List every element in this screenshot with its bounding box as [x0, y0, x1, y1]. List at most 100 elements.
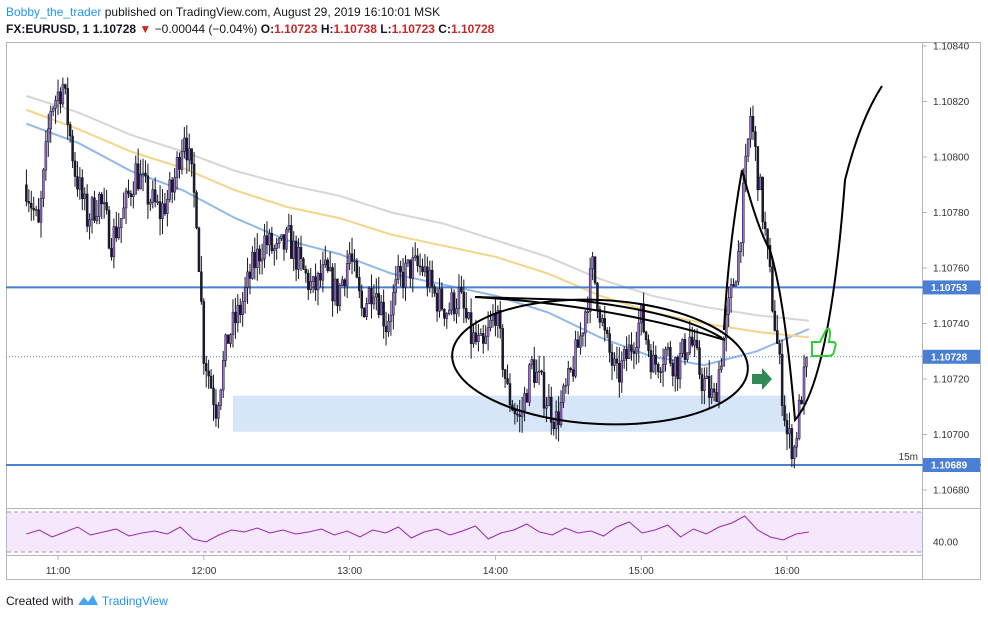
price-label-box: [923, 280, 980, 295]
candle-body: [790, 428, 794, 459]
tradingview-logo-icon: [77, 595, 98, 605]
candle-body: [280, 234, 283, 240]
candle-body: [627, 344, 631, 359]
candle-body: [404, 262, 407, 288]
candle-body: [406, 259, 410, 264]
candle-body: [287, 225, 291, 231]
candle-body: [234, 311, 237, 324]
x-tick-label: 11:00: [46, 566, 71, 577]
candle-body: [681, 339, 684, 354]
candle-body: [64, 84, 67, 89]
candle-body: [785, 420, 789, 435]
candle-body: [265, 235, 269, 246]
candle-body: [601, 318, 604, 323]
y-tick-label: 1.10780: [933, 208, 970, 219]
candle-body: [365, 303, 368, 317]
candle-body: [73, 160, 77, 177]
candle-body: [387, 320, 390, 333]
candle-body: [756, 146, 760, 191]
moving-average-line: [26, 95, 810, 322]
candle-body: [144, 172, 147, 176]
candle-body: [197, 227, 201, 273]
candle-body: [474, 332, 478, 343]
candle-body: [686, 352, 689, 360]
candle-body: [209, 375, 213, 389]
candle-body: [71, 135, 74, 162]
candle-body: [635, 347, 638, 354]
candle-body: [122, 207, 125, 219]
candle-body: [567, 368, 570, 386]
candle-body: [656, 364, 660, 372]
candle-body: [273, 248, 276, 252]
ellipse-drawing[interactable]: [449, 292, 751, 431]
candle-body: [482, 333, 485, 344]
candle-body: [445, 313, 449, 319]
candle-body: [618, 362, 621, 383]
candle-body: [588, 268, 592, 312]
candle-body: [421, 266, 424, 273]
candle-body: [221, 359, 225, 391]
candle-body: [107, 209, 111, 249]
candle-body: [297, 247, 300, 270]
projection-curve-drawing[interactable]: [723, 85, 883, 423]
candle-body: [117, 227, 120, 239]
candle-body: [443, 308, 446, 319]
candle-body: [722, 337, 726, 367]
candle-body: [479, 333, 483, 336]
candle-body: [639, 303, 643, 324]
candle-body: [187, 148, 191, 161]
candle-body: [788, 428, 791, 435]
candle-body: [771, 266, 774, 312]
candle-body: [377, 293, 381, 316]
candle-body: [484, 336, 487, 344]
candle-body: [314, 276, 317, 291]
candle-body: [212, 387, 215, 405]
candle-body: [78, 177, 82, 190]
candle-body: [501, 328, 504, 370]
y-tick-label: 1.10680: [933, 486, 970, 497]
candle-body: [226, 334, 230, 344]
candle-body: [345, 263, 349, 287]
candle-body: [61, 84, 65, 105]
candle-body: [715, 392, 718, 403]
candle-body: [231, 311, 235, 335]
rsi-tick-label: 40.00: [933, 538, 958, 549]
y-tick-label: 1.10700: [933, 430, 970, 441]
candle-body: [503, 369, 507, 379]
candle-body: [217, 405, 220, 419]
author-link[interactable]: Bobby_the_trader: [6, 5, 102, 19]
wedge-drawing[interactable]: [474, 296, 726, 341]
candle-body: [793, 446, 796, 459]
candle-body: [457, 287, 461, 309]
candle-body: [552, 422, 555, 430]
tradingview-link[interactable]: TradingView: [101, 594, 168, 608]
candle-body: [285, 229, 288, 250]
candle-body: [535, 371, 538, 383]
candle-body: [673, 356, 677, 377]
candle-body: [399, 265, 402, 273]
candle-body: [95, 216, 99, 221]
candle-body: [518, 414, 521, 417]
candle-body: [248, 271, 252, 279]
candle-body: [669, 347, 672, 364]
price-label-box: [923, 349, 980, 364]
candle-body: [367, 288, 371, 304]
candle-body: [263, 235, 266, 260]
candle-body: [47, 128, 50, 143]
y-tick-label: 1.10820: [933, 97, 970, 108]
candle-body: [350, 253, 354, 262]
candle-body: [328, 267, 332, 271]
x-tick-label: 14:00: [483, 566, 508, 577]
candle-body: [307, 272, 310, 290]
candle-body: [336, 278, 339, 307]
candle-body: [25, 184, 28, 202]
interval-annotation: 15m: [899, 452, 918, 463]
candle-body: [411, 257, 415, 279]
candle-body: [440, 288, 444, 310]
candle-body: [324, 259, 327, 265]
candle-body: [98, 193, 101, 217]
candle-body: [797, 399, 801, 439]
candle-body: [170, 179, 174, 193]
candle-body: [27, 201, 31, 204]
